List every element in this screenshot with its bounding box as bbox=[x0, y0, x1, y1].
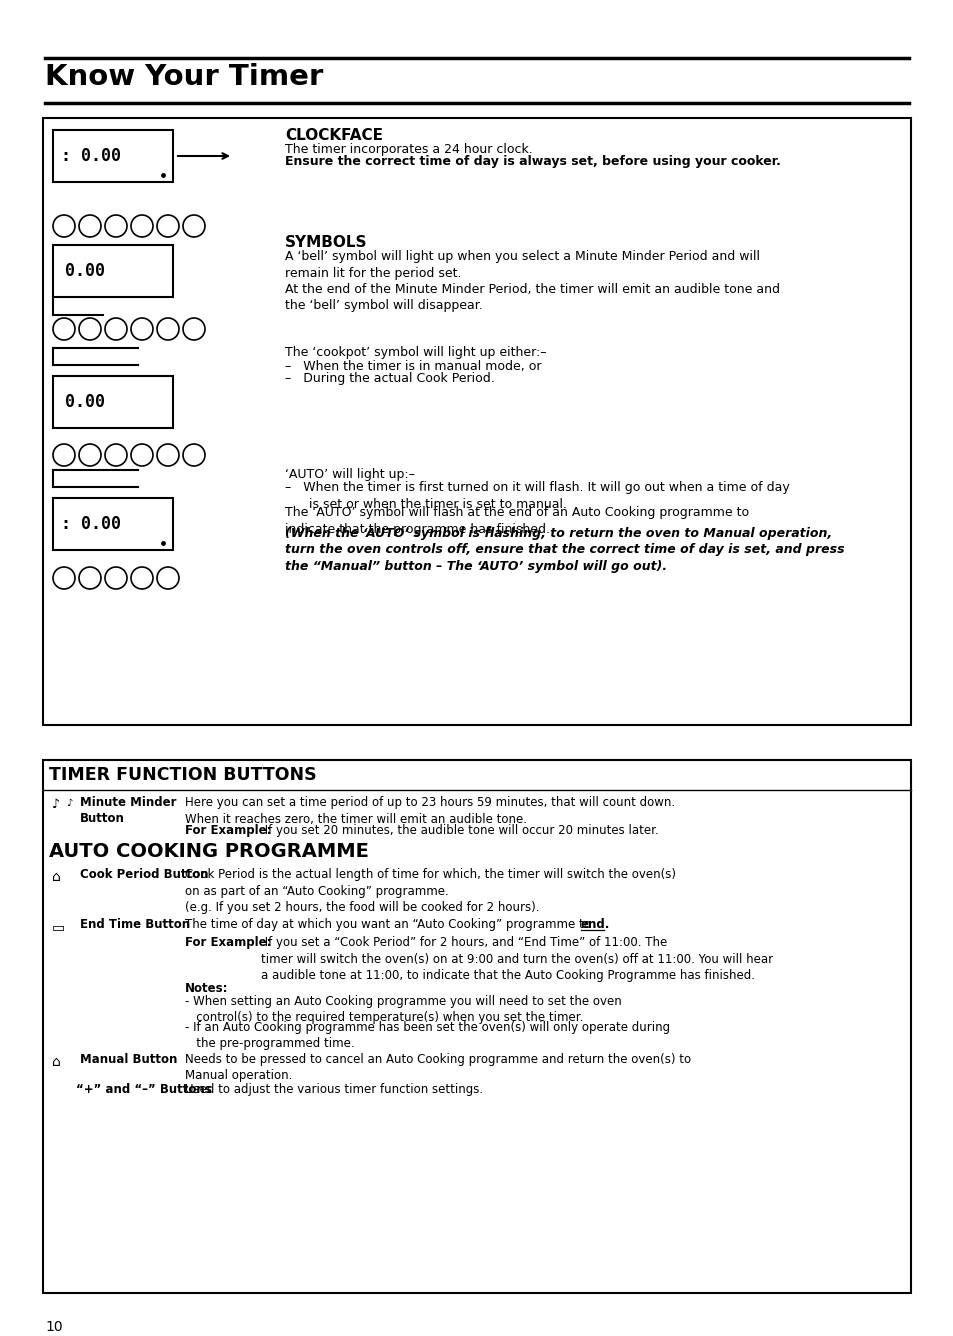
Text: Used to adjust the various timer function settings.: Used to adjust the various timer functio… bbox=[185, 1083, 482, 1096]
Text: Minute Minder
Button: Minute Minder Button bbox=[80, 796, 176, 826]
Text: 10: 10 bbox=[45, 1320, 63, 1335]
Bar bbox=[53, 244, 172, 297]
Text: –   When the timer is in manual mode, or: – When the timer is in manual mode, or bbox=[285, 359, 541, 373]
Text: ⌂: ⌂ bbox=[52, 1055, 61, 1069]
Circle shape bbox=[53, 444, 75, 466]
Circle shape bbox=[53, 566, 75, 589]
Text: For Example:: For Example: bbox=[185, 937, 272, 949]
Text: CLOCKFACE: CLOCKFACE bbox=[285, 128, 382, 143]
Circle shape bbox=[131, 444, 152, 466]
Circle shape bbox=[79, 566, 101, 589]
Circle shape bbox=[157, 318, 179, 339]
Text: End Time Button: End Time Button bbox=[80, 918, 190, 931]
Text: Manual Button: Manual Button bbox=[80, 1053, 177, 1066]
Text: “+” and “–” Buttons: “+” and “–” Buttons bbox=[76, 1083, 212, 1096]
Bar bbox=[53, 130, 172, 182]
Text: –   When the timer is first turned on it will flash. It will go out when a time : – When the timer is first turned on it w… bbox=[285, 481, 789, 510]
Text: : 0.00: : 0.00 bbox=[61, 147, 121, 166]
Circle shape bbox=[131, 215, 152, 236]
Circle shape bbox=[131, 566, 152, 589]
Text: end.: end. bbox=[580, 918, 610, 931]
Text: SYMBOLS: SYMBOLS bbox=[285, 235, 367, 250]
Circle shape bbox=[105, 215, 127, 236]
Text: A ‘bell’ symbol will light up when you select a Minute Minder Period and will
re: A ‘bell’ symbol will light up when you s… bbox=[285, 250, 780, 313]
Text: : 0.00: : 0.00 bbox=[61, 514, 121, 533]
Bar bbox=[43, 760, 910, 1293]
Text: AUTO COOKING PROGRAMME: AUTO COOKING PROGRAMME bbox=[49, 842, 369, 860]
Text: Know Your Timer: Know Your Timer bbox=[45, 63, 323, 91]
Text: Ensure the correct time of day is always set, before using your cooker.: Ensure the correct time of day is always… bbox=[285, 155, 781, 168]
Text: ‘AUTO’ will light up:–: ‘AUTO’ will light up:– bbox=[285, 468, 415, 481]
Text: 0.00: 0.00 bbox=[65, 262, 105, 281]
Circle shape bbox=[157, 566, 179, 589]
Text: Notes:: Notes: bbox=[185, 982, 229, 995]
Bar bbox=[53, 498, 172, 550]
Circle shape bbox=[79, 318, 101, 339]
Circle shape bbox=[157, 215, 179, 236]
Circle shape bbox=[157, 444, 179, 466]
Text: –   During the actual Cook Period.: – During the actual Cook Period. bbox=[285, 371, 495, 385]
Circle shape bbox=[183, 318, 205, 339]
Circle shape bbox=[53, 318, 75, 339]
Circle shape bbox=[79, 444, 101, 466]
Text: 0.00: 0.00 bbox=[65, 393, 105, 411]
Text: ♪: ♪ bbox=[52, 798, 60, 811]
Circle shape bbox=[105, 444, 127, 466]
Text: Here you can set a time period of up to 23 hours 59 minutes, that will count dow: Here you can set a time period of up to … bbox=[185, 796, 675, 826]
Text: - When setting an Auto Cooking programme you will need to set the oven
   contro: - When setting an Auto Cooking programme… bbox=[185, 995, 621, 1025]
Circle shape bbox=[79, 215, 101, 236]
Text: - If an Auto Cooking programme has been set the oven(s) will only operate during: - If an Auto Cooking programme has been … bbox=[185, 1021, 669, 1050]
Circle shape bbox=[183, 215, 205, 236]
Bar bbox=[53, 375, 172, 428]
Text: For Example:: For Example: bbox=[185, 824, 272, 836]
Bar bbox=[43, 118, 910, 725]
Circle shape bbox=[53, 215, 75, 236]
Text: ▭: ▭ bbox=[52, 921, 65, 934]
Text: ♪: ♪ bbox=[66, 798, 72, 808]
Text: If you set a “Cook Period” for 2 hours, and “End Time” of 11:00. The
timer will : If you set a “Cook Period” for 2 hours, … bbox=[261, 937, 772, 982]
Circle shape bbox=[105, 318, 127, 339]
Text: The ‘AUTO’ symbol will flash at the end of an Auto Cooking programme to
indicate: The ‘AUTO’ symbol will flash at the end … bbox=[285, 506, 748, 536]
Text: Needs to be pressed to cancel an Auto Cooking programme and return the oven(s) t: Needs to be pressed to cancel an Auto Co… bbox=[185, 1053, 690, 1082]
Text: The ‘cookpot’ symbol will light up either:–: The ‘cookpot’ symbol will light up eithe… bbox=[285, 346, 546, 359]
Text: TIMER FUNCTION BUTTONS: TIMER FUNCTION BUTTONS bbox=[49, 766, 316, 784]
Text: If you set 20 minutes, the audible tone will occur 20 minutes later.: If you set 20 minutes, the audible tone … bbox=[261, 824, 659, 836]
Text: Cook Period Button: Cook Period Button bbox=[80, 868, 209, 880]
Text: Cook Period is the actual length of time for which, the timer will switch the ov: Cook Period is the actual length of time… bbox=[185, 868, 676, 914]
Circle shape bbox=[105, 566, 127, 589]
Text: ⌂: ⌂ bbox=[52, 870, 61, 884]
Text: The timer incorporates a 24 hour clock.: The timer incorporates a 24 hour clock. bbox=[285, 143, 532, 156]
Text: (When the ‘AUTO’ symbol is flashing, to return the oven to Manual operation,
tur: (When the ‘AUTO’ symbol is flashing, to … bbox=[285, 526, 843, 573]
Text: The time of day at which you want an “Auto Cooking” programme to: The time of day at which you want an “Au… bbox=[185, 918, 594, 931]
Circle shape bbox=[131, 318, 152, 339]
Circle shape bbox=[183, 444, 205, 466]
